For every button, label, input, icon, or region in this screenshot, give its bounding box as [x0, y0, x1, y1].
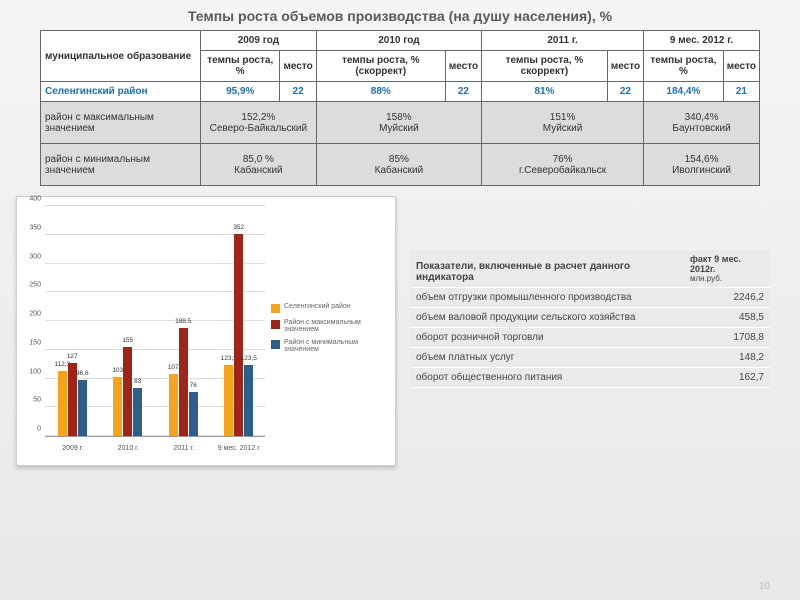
indicator-value: 458,5: [684, 308, 770, 328]
sub-rate-2011: темпы роста, % скоррект): [482, 51, 608, 82]
chart-legend: Селенгинский район Район с максимальным …: [271, 303, 389, 359]
indicator-row: оборот общественного питания162,7: [410, 368, 770, 388]
bar: 352: [234, 234, 243, 436]
indicator-label: оборот розничной торговли: [410, 328, 684, 348]
indicator-row: объем валовой продукции сельского хозяйс…: [410, 308, 770, 328]
indicators-header: Показатели, включенные в расчет данного …: [410, 250, 684, 288]
year-2009: 2009 год: [201, 31, 317, 51]
page-title: Темпы роста объемов производства (на душ…: [0, 0, 800, 30]
bar: 107: [169, 374, 178, 436]
row-label: район с максимальным значением: [41, 102, 201, 144]
sub-rate-2012: темпы роста, %: [644, 51, 724, 82]
sub-rate-2010: темпы роста, % (скоррект): [316, 51, 445, 82]
year-2012: 9 мес. 2012 г.: [644, 31, 760, 51]
sub-place: место: [445, 51, 481, 82]
indicators-value-header: факт 9 мес. 2012г. млн.руб.: [684, 250, 770, 288]
sub-rate-2009: темпы роста, %: [201, 51, 280, 82]
row-label: район с минимальным значением: [41, 144, 201, 186]
growth-table: муниципальное образование 2009 год 2010 …: [40, 30, 760, 186]
year-2010: 2010 год: [316, 31, 481, 51]
indicator-row: оборот розничной торговли1708,8: [410, 328, 770, 348]
bar: 112,3: [58, 371, 67, 436]
year-2011: 2011 г.: [482, 31, 644, 51]
bar: 96,6: [78, 380, 87, 436]
bar: 123,5: [244, 365, 253, 436]
col-municipality: муниципальное образование: [41, 31, 201, 82]
indicator-row: объем отгрузки промышленного производств…: [410, 288, 770, 308]
indicator-label: объем валовой продукции сельского хозяйс…: [410, 308, 684, 328]
indicator-row: объем платных услуг148,2: [410, 348, 770, 368]
bar: 123,5: [224, 365, 233, 436]
bar: 83: [133, 388, 142, 436]
indicator-value: 2246,2: [684, 288, 770, 308]
indicator-label: оборот общественного питания: [410, 368, 684, 388]
row-label: Селенгинский район: [41, 82, 201, 102]
indicator-value: 162,7: [684, 368, 770, 388]
bar: 155: [123, 347, 132, 436]
indicator-value: 148,2: [684, 348, 770, 368]
bar: 188,5: [179, 328, 188, 436]
sub-place: место: [723, 51, 759, 82]
row-max: район с максимальным значением 152,2%Сев…: [41, 102, 760, 144]
indicator-label: объем отгрузки промышленного производств…: [410, 288, 684, 308]
indicator-label: объем платных услуг: [410, 348, 684, 368]
sub-place: место: [607, 51, 643, 82]
growth-bar-chart: 050100150200250300350400112,312796,62009…: [16, 196, 396, 466]
bar: 76: [189, 392, 198, 436]
bar: 103: [113, 377, 122, 436]
page-number: 10: [759, 581, 770, 592]
row-min: район с минимальным значением 85,0 %Каба…: [41, 144, 760, 186]
indicators-table: Показатели, включенные в расчет данного …: [410, 250, 770, 388]
row-selenginsky: Селенгинский район 95,9% 22 88% 22 81% 2…: [41, 82, 760, 102]
indicator-value: 1708,8: [684, 328, 770, 348]
sub-place: место: [280, 51, 316, 82]
